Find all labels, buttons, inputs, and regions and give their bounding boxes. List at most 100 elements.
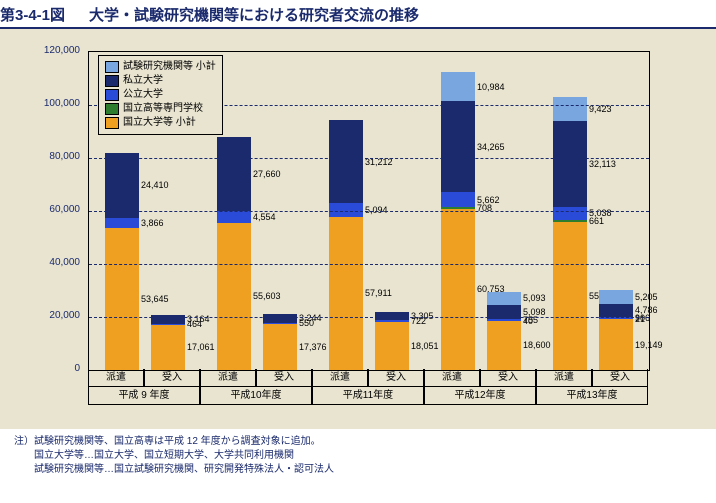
x-group-row: 平成 9 年度平成10年度平成11年度平成12年度平成13年度 bbox=[88, 387, 648, 405]
bar-segment: 19,149 bbox=[599, 319, 633, 370]
bar-column: 27,6604,55455,603 bbox=[217, 137, 251, 370]
legend-label: 国立高等専門学校 bbox=[123, 102, 203, 116]
page: 第3-4-1図 大学・試験研究機関等における研究者交流の推移 24,4103,8… bbox=[0, 0, 716, 481]
y-tick-label: 120,000 bbox=[30, 45, 80, 56]
gridline bbox=[89, 317, 649, 318]
gridline bbox=[89, 264, 649, 265]
legend-swatch bbox=[105, 89, 119, 101]
bar-segment: 27,660 bbox=[217, 137, 251, 210]
x-sub-label: 派遣 bbox=[424, 369, 480, 387]
x-sub-label: 受入 bbox=[144, 369, 200, 387]
chart-area: 24,4103,86653,6453,16446417,06127,6604,5… bbox=[0, 29, 716, 429]
bar-segment: 17,061 bbox=[151, 325, 185, 370]
bar-segment: 4,554 bbox=[217, 211, 251, 223]
legend-item: 試験研究機関等 小計 bbox=[105, 60, 216, 74]
bar-segment: 9,423 bbox=[553, 97, 587, 122]
bar-segment: 5,093 bbox=[487, 292, 521, 305]
data-label: 34,265 bbox=[477, 142, 505, 152]
legend-swatch bbox=[105, 75, 119, 87]
data-label: 18,600 bbox=[523, 340, 551, 350]
bar-column: 24,4103,86653,645 bbox=[105, 153, 139, 370]
data-label: 53,645 bbox=[141, 294, 169, 304]
x-sub-label: 派遣 bbox=[88, 369, 144, 387]
bar-segment: 57,911 bbox=[329, 217, 363, 370]
bar-segment: 53,645 bbox=[105, 228, 139, 370]
x-sub-label: 受入 bbox=[592, 369, 648, 387]
title-prefix: 第3-4-1図 bbox=[0, 7, 65, 24]
data-label: 21 bbox=[635, 314, 645, 324]
legend-label: 国立大学等 小計 bbox=[123, 116, 196, 130]
data-label: 3,866 bbox=[141, 218, 164, 228]
legend-swatch bbox=[105, 117, 119, 129]
data-label: 18,051 bbox=[411, 341, 439, 351]
bar-segment: 10,984 bbox=[441, 72, 475, 101]
legend-label: 公立大学 bbox=[123, 88, 163, 102]
legend-item: 私立大学 bbox=[105, 74, 216, 88]
y-tick-label: 20,000 bbox=[30, 310, 80, 321]
bar-segment: 3,305 bbox=[375, 312, 409, 321]
footnote-line: 国立大学等…国立大学、国立短期大学、大学共同利用機関 bbox=[14, 449, 716, 463]
y-tick-label: 80,000 bbox=[30, 151, 80, 162]
data-label: 5,205 bbox=[635, 292, 658, 302]
legend: 試験研究機関等 小計私立大学公立大学国立高等専門学校国立大学等 小計 bbox=[98, 55, 223, 135]
footnotes: 注）試験研究機関等、国立高専は平成 12 年度から調査対象に追加。 国立大学等…… bbox=[0, 429, 716, 481]
data-label: 464 bbox=[187, 319, 202, 329]
legend-swatch bbox=[105, 103, 119, 115]
y-tick-label: 0 bbox=[30, 363, 80, 374]
bar-column: 3,16446417,061 bbox=[151, 315, 185, 370]
bar-segment: 5,038 bbox=[553, 207, 587, 220]
data-label: 5,094 bbox=[365, 205, 388, 215]
data-label: 4,554 bbox=[253, 212, 276, 222]
bar-segment: 5,662 bbox=[441, 192, 475, 207]
legend-swatch bbox=[105, 61, 119, 73]
bar-segment: 31,212 bbox=[329, 120, 363, 203]
data-label: 32,113 bbox=[589, 159, 616, 169]
bar-column: 5,0935,0987554018,600 bbox=[487, 292, 521, 370]
data-label: 19,149 bbox=[635, 340, 663, 350]
figure-title: 第3-4-1図 大学・試験研究機関等における研究者交流の推移 bbox=[0, 0, 716, 29]
data-label: 27,660 bbox=[253, 169, 281, 179]
data-label: 5,093 bbox=[523, 293, 546, 303]
gridline bbox=[89, 158, 649, 159]
bar-segment: 18,600 bbox=[487, 321, 521, 370]
x-group-label: 平成13年度 bbox=[536, 387, 648, 405]
x-sub-label: 派遣 bbox=[200, 369, 256, 387]
legend-label: 試験研究機関等 小計 bbox=[123, 60, 216, 74]
x-sub-label: 派遣 bbox=[312, 369, 368, 387]
x-group-label: 平成12年度 bbox=[424, 387, 536, 405]
bar-column: 5,2054,7869062119,149 bbox=[599, 290, 633, 370]
data-label: 55,603 bbox=[253, 291, 281, 301]
bar-column: 10,98434,2655,66270860,753 bbox=[441, 72, 475, 370]
x-sub-label: 受入 bbox=[256, 369, 312, 387]
y-tick-label: 40,000 bbox=[30, 257, 80, 268]
x-sub-label: 受入 bbox=[368, 369, 424, 387]
legend-label: 私立大学 bbox=[123, 74, 163, 88]
data-label: 24,410 bbox=[141, 180, 169, 190]
x-group-label: 平成11年度 bbox=[312, 387, 424, 405]
bar-segment: 18,051 bbox=[375, 322, 409, 370]
title-main: 大学・試験研究機関等における研究者交流の推移 bbox=[89, 7, 419, 24]
y-tick-label: 60,000 bbox=[30, 204, 80, 215]
bar-segment: 3,866 bbox=[105, 218, 139, 228]
bar-segment: 3,244 bbox=[263, 314, 297, 323]
x-sub-label: 派遣 bbox=[536, 369, 592, 387]
legend-item: 公立大学 bbox=[105, 88, 216, 102]
bar-segment: 55,603 bbox=[217, 223, 251, 370]
bar-segment: 5,205 bbox=[599, 290, 633, 304]
data-label: 17,061 bbox=[187, 342, 215, 352]
footnote-line: 試験研究機関等…国立試験研究機関、研究開発特殊法人・認可法人 bbox=[14, 463, 716, 477]
bar-segment: 4,786 bbox=[599, 304, 633, 317]
legend-item: 国立大学等 小計 bbox=[105, 116, 216, 130]
bar-segment: 17,376 bbox=[263, 324, 297, 370]
data-label: 550 bbox=[299, 318, 314, 328]
gridline bbox=[89, 211, 649, 212]
bar-segment: 32,113 bbox=[553, 121, 587, 206]
y-tick-label: 100,000 bbox=[30, 98, 80, 109]
x-subcategory-row: 派遣受入派遣受入派遣受入派遣受入派遣受入 bbox=[88, 369, 648, 387]
stacked-bar-chart: 24,4103,86653,6453,16446417,06127,6604,5… bbox=[18, 41, 698, 421]
legend-item: 国立高等専門学校 bbox=[105, 102, 216, 116]
bar-segment: 60,753 bbox=[441, 209, 475, 370]
bar-segment: 34,265 bbox=[441, 101, 475, 192]
data-label: 17,376 bbox=[299, 342, 327, 352]
x-sub-label: 受入 bbox=[480, 369, 536, 387]
